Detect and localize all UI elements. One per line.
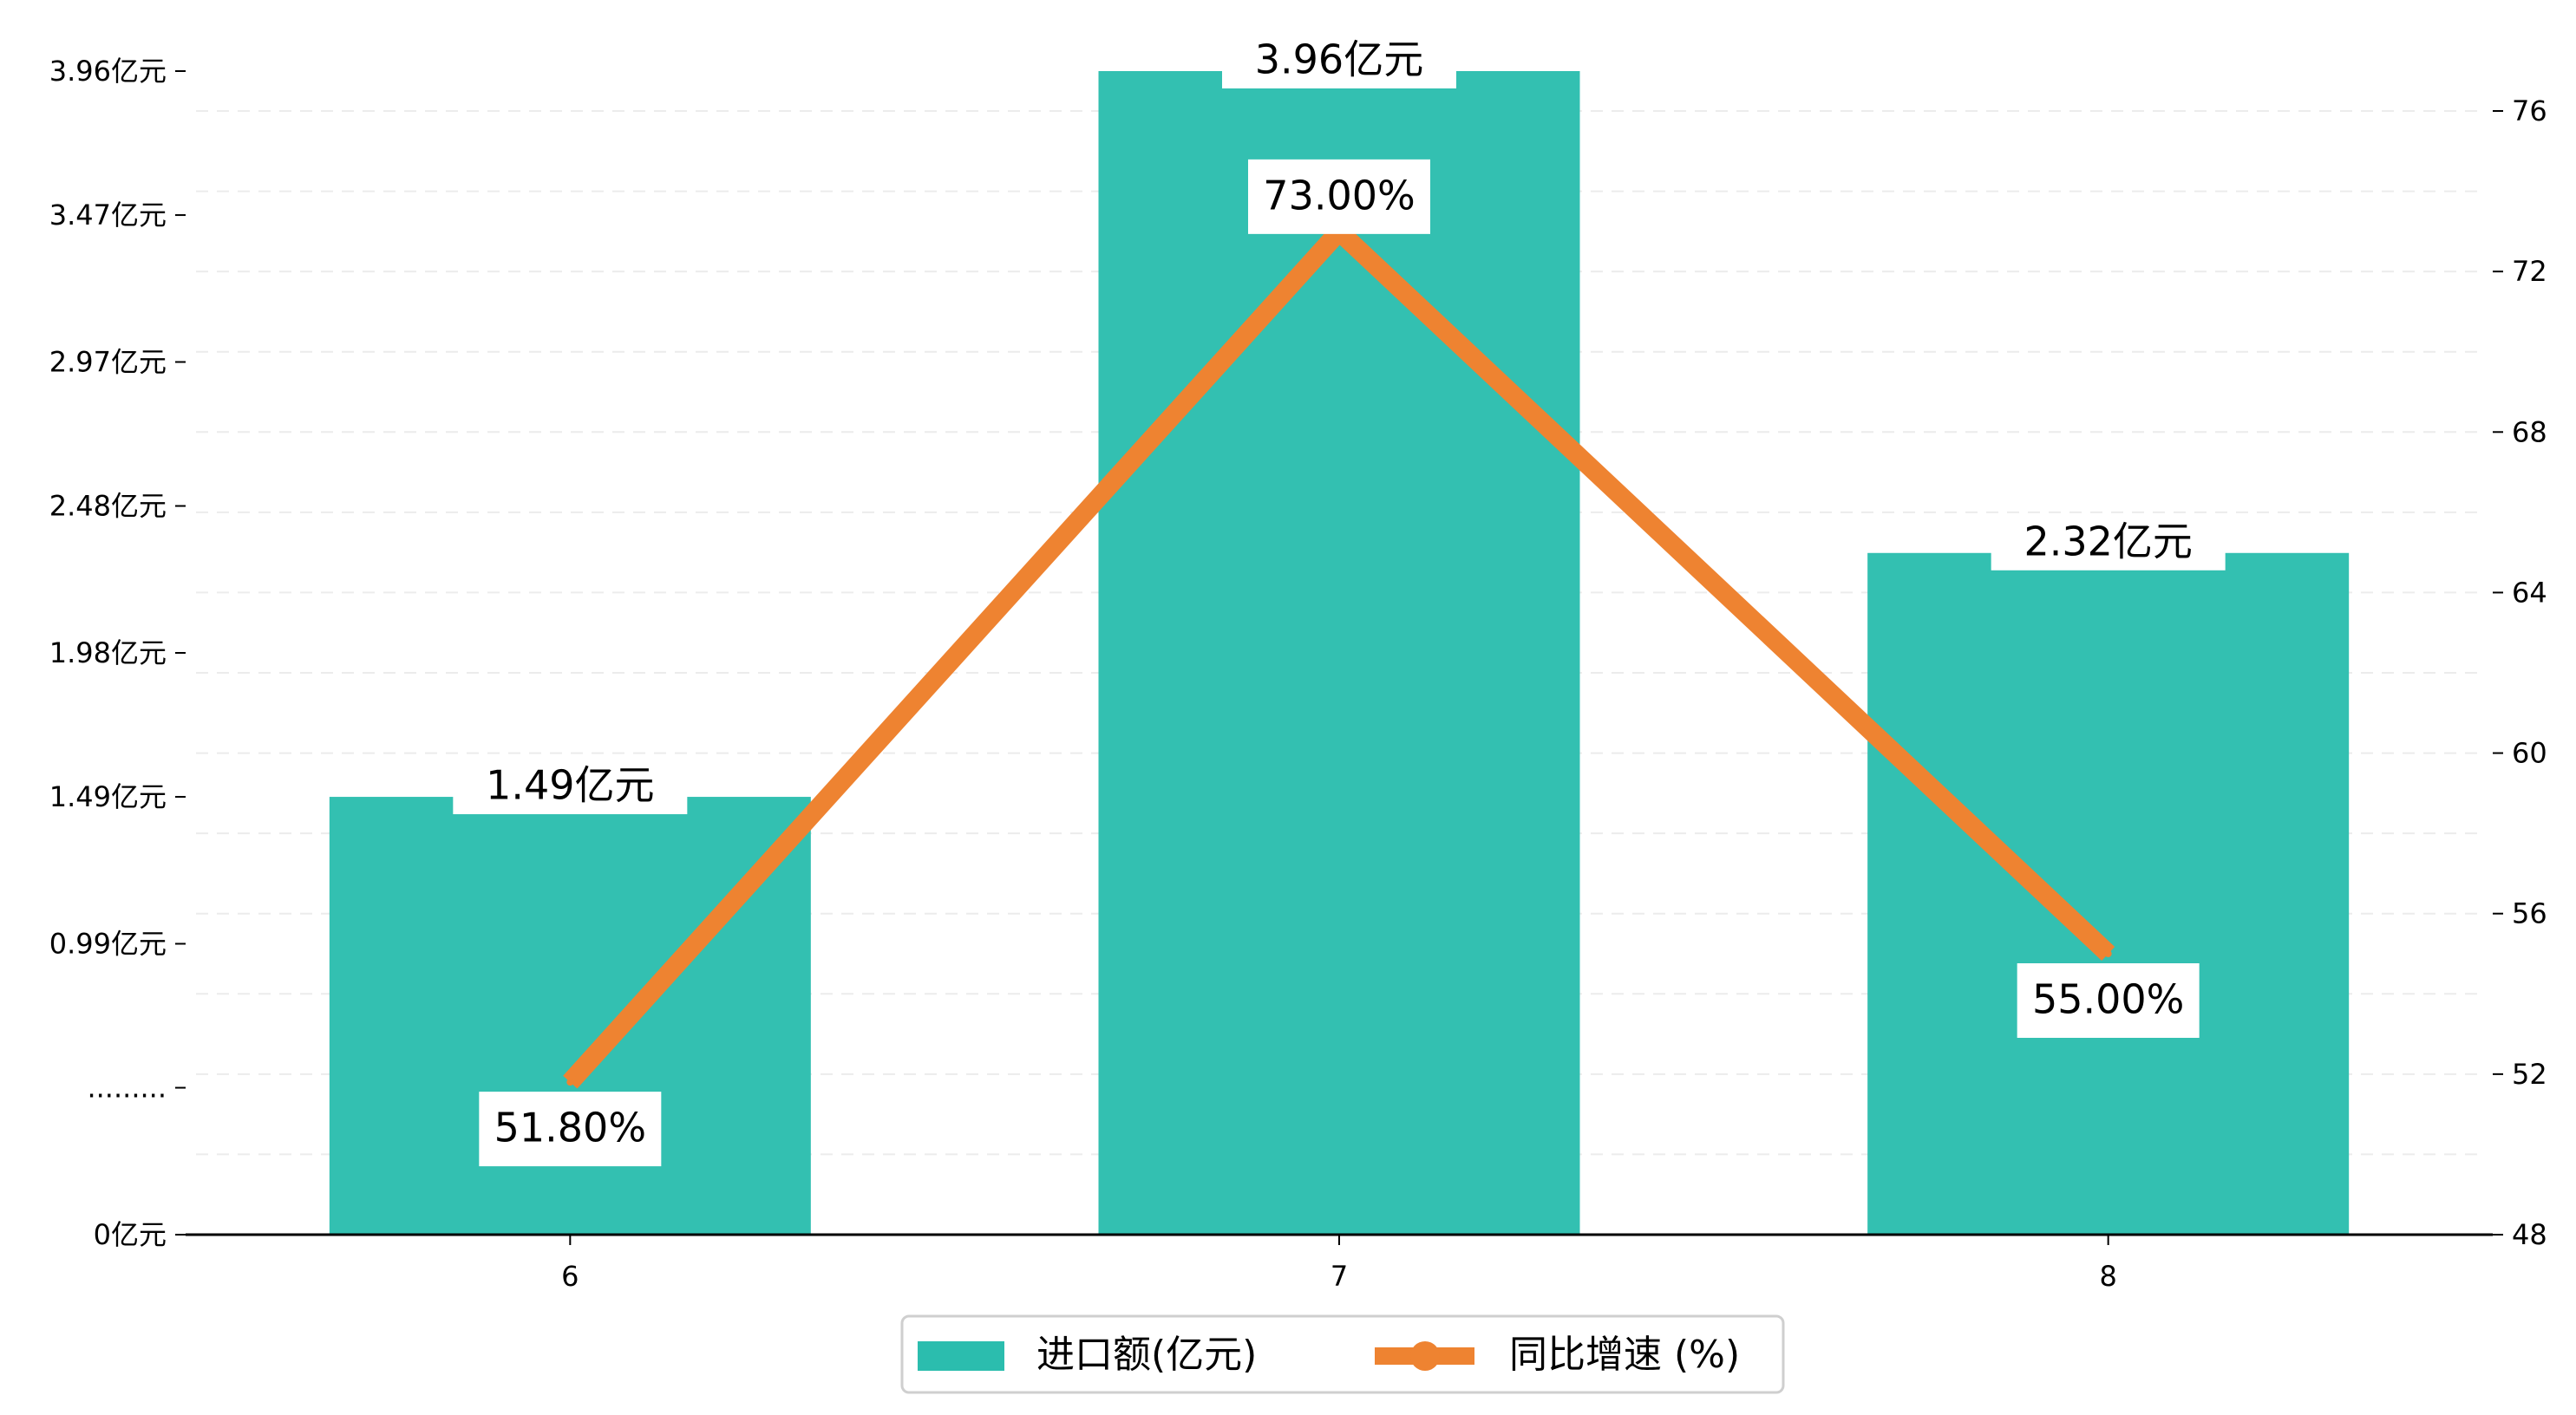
legend-swatch-bar <box>918 1341 1004 1371</box>
y-right-tick-label: 76 <box>2512 95 2547 127</box>
line-point-6 <box>566 1079 574 1086</box>
bar-6 <box>329 797 811 1235</box>
bar-label-box <box>1222 33 1456 88</box>
line-label-box <box>1248 159 1430 234</box>
bar-label-box <box>453 759 688 815</box>
legend-label-line: 同比增速 (%) <box>1509 1333 1740 1377</box>
line-data-label: 55.00% <box>2032 976 2184 1023</box>
bar-data-label: 2.32亿元 <box>2024 518 2192 564</box>
axes: 0亿元......... 0.99亿元 1.49亿元 1.98亿元 2.48亿元 2.97… <box>49 55 2547 1293</box>
bar-7 <box>1098 71 1580 1235</box>
y-left-tick-label: 1.49亿元 <box>49 780 167 813</box>
y-left-tick-label: 1.98亿元 <box>49 636 167 669</box>
y-left-tick-label: ......... <box>87 1072 167 1105</box>
y-right-tick-label: 52 <box>2512 1058 2547 1091</box>
legend-label-bar: 进口额(亿元) <box>1036 1333 1257 1377</box>
line-data-label: 51.80% <box>494 1105 646 1151</box>
bar-8 <box>1867 552 2350 1235</box>
y-right-tick-label: 64 <box>2512 576 2547 609</box>
bar-label-box <box>1991 514 2226 571</box>
legend-swatch-marker <box>1410 1341 1440 1371</box>
bar-data-labels: 1.49亿元 3.96亿元 2.32亿元 <box>453 33 2226 815</box>
y-left-tick-label: 2.97亿元 <box>49 346 167 379</box>
legend: 进口额(亿元) 同比增速 (%) <box>900 1314 1785 1394</box>
x-tick-label: 6 <box>561 1260 579 1293</box>
line-point-8 <box>2104 950 2112 957</box>
line-label-box <box>2017 963 2200 1038</box>
line-label-box <box>479 1092 662 1167</box>
y-right-tick-label: 56 <box>2512 897 2547 930</box>
y-left-tick-label: 0亿元 <box>94 1218 167 1251</box>
y-left-tick-label: 3.96亿元 <box>49 55 167 88</box>
y-right-tick-label: 48 <box>2512 1218 2547 1251</box>
x-tick-label: 8 <box>2099 1260 2116 1293</box>
y-left-tick-label: 0.99亿元 <box>49 928 167 961</box>
y-left-tick-label: 2.48亿元 <box>49 490 167 523</box>
x-tick-label: 7 <box>1330 1260 1348 1293</box>
y-right-tick-label: 60 <box>2512 737 2547 770</box>
y-left-tick-label: 3.47亿元 <box>49 199 167 231</box>
y-right-tick-label: 72 <box>2512 255 2547 288</box>
line-data-labels: 51.80% 73.00% 55.00% <box>479 159 2200 1167</box>
bar-data-label: 1.49亿元 <box>486 762 654 809</box>
y-right-tick-label: 68 <box>2512 415 2547 448</box>
bar-series <box>329 71 2350 1235</box>
line-data-label: 73.00% <box>1263 172 1415 218</box>
bar-data-label: 3.96亿元 <box>1255 36 1423 83</box>
legend-box <box>900 1314 1785 1394</box>
